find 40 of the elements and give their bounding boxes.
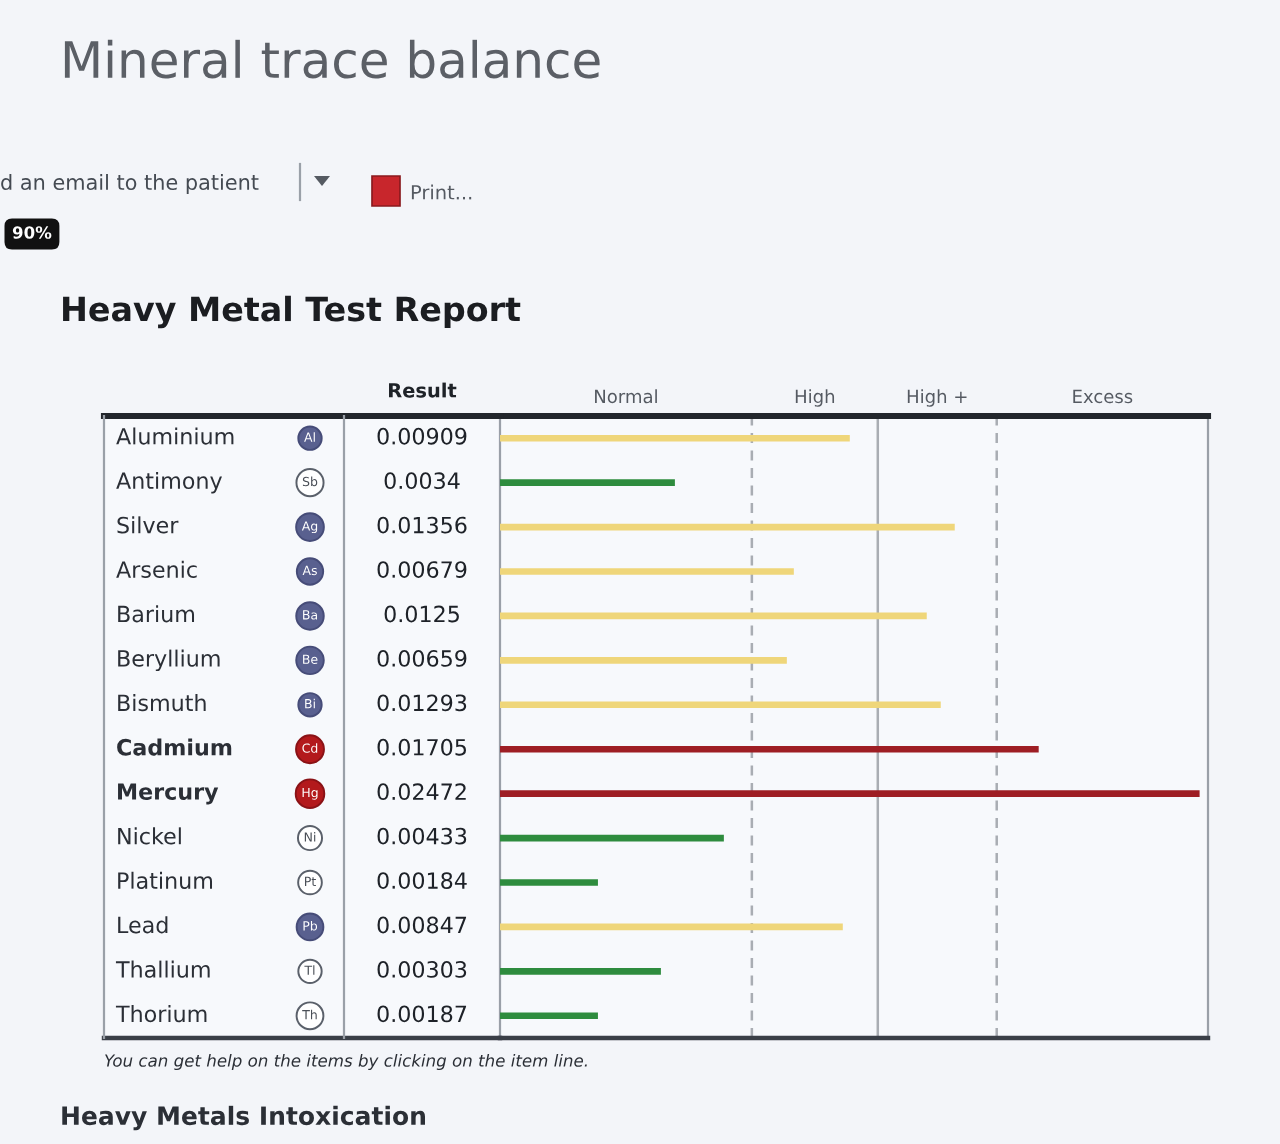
text: 0.00184 (377, 872, 467, 889)
text: d an email to the patient (1, 173, 259, 195)
text: Heavy Metals Intoxication (62, 1105, 425, 1131)
text: You can get help on the items by clicking on the item line. (105, 1053, 587, 1071)
text: High (795, 389, 835, 407)
y-tick-label: Platinum (118, 871, 213, 889)
y-tick-label: Bismuth (118, 694, 206, 712)
text: 0.00187 (377, 1005, 467, 1023)
y-tick-label: Antimony (116, 471, 222, 494)
chart-subtitle: Heavy Metal Test Report (63, 295, 521, 329)
chart-title: Mineral trace balance (64, 39, 600, 79)
y-tick-label: Cadmium (117, 738, 232, 756)
text: 0.02472 (377, 783, 466, 801)
text: Excess (1073, 389, 1133, 404)
text: 0.00659 (377, 650, 467, 667)
text: 0.00909 (377, 427, 467, 445)
text: Result (389, 382, 457, 398)
text: 0.0125 (384, 605, 459, 623)
text: 0.00679 (377, 561, 467, 578)
text: Normal (595, 389, 657, 404)
text: 90% (12, 226, 52, 239)
y-tick-label: Thorium (115, 1005, 207, 1023)
text: 0.01356 (377, 516, 467, 534)
y-tick-label: Thallium (115, 960, 210, 978)
y-tick-label: Barium (118, 605, 195, 623)
text: 0.0034 (384, 472, 460, 490)
y-tick-label: Silver (117, 516, 179, 534)
text: 0.00303 (377, 961, 467, 978)
y-tick-label: Aluminium (116, 427, 234, 445)
text: 0.01705 (377, 738, 467, 756)
text: High + (907, 389, 967, 407)
y-tick-label: Beryllium (118, 649, 220, 672)
text: 0.01293 (377, 694, 467, 712)
text: Print... (411, 184, 472, 200)
text: 0.00433 (377, 827, 467, 845)
text: 0.00847 (377, 916, 467, 934)
y-tick-label: Arsenic (116, 560, 197, 578)
y-tick-label: Mercury (118, 783, 219, 805)
y-tick-label: Lead (118, 916, 168, 934)
y-tick-label: Nickel (118, 827, 181, 845)
